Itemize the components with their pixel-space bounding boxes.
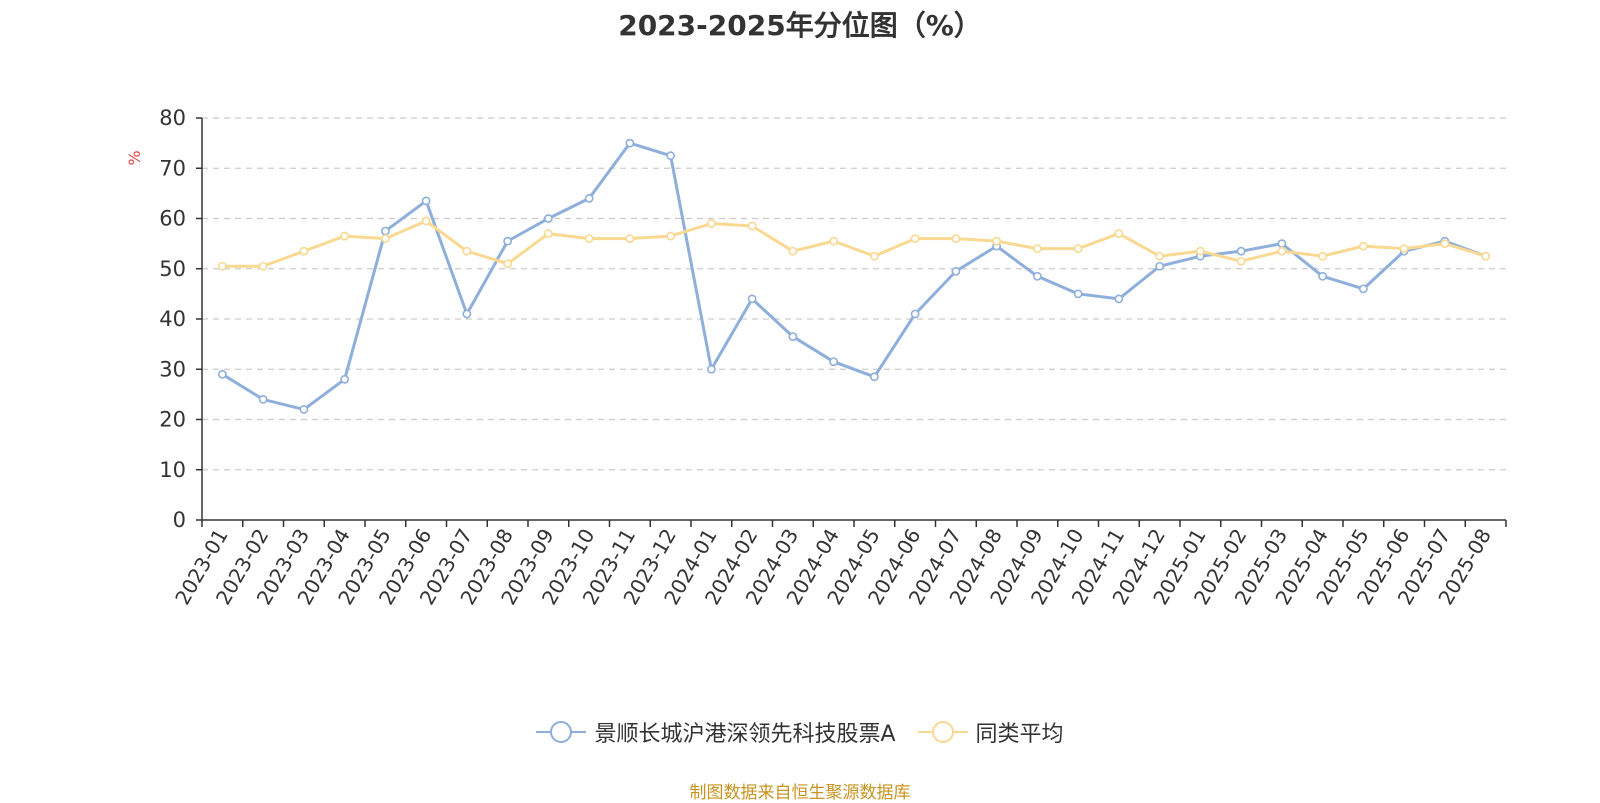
data-point	[706, 219, 716, 228]
data-point	[421, 216, 431, 226]
data-point	[1277, 246, 1287, 256]
data-point	[706, 364, 716, 374]
data-point	[258, 394, 268, 404]
x-axis: 2023-012023-022023-032023-042023-052023-…	[170, 519, 1507, 609]
y-axis-unit-label: %	[125, 150, 144, 165]
data-point	[1481, 251, 1491, 261]
y-tick-label: 70	[159, 156, 186, 180]
legend-swatch-series-a-icon	[536, 721, 587, 743]
data-point	[299, 405, 309, 414]
data-point	[1155, 261, 1165, 271]
grid-lines	[202, 117, 1506, 471]
data-point	[747, 221, 757, 231]
data-point	[503, 259, 513, 269]
series-layer	[217, 138, 1491, 414]
data-point	[1155, 251, 1165, 261]
data-point	[1114, 294, 1124, 304]
data-point	[910, 234, 920, 243]
data-point	[1358, 284, 1368, 294]
data-point	[1318, 251, 1328, 261]
data-point	[829, 236, 839, 246]
data-point	[584, 234, 594, 243]
data-point	[1358, 241, 1368, 251]
legend-item-series-a[interactable]: 景顺长城沪港深领先科技股票A	[536, 716, 896, 748]
data-point	[666, 231, 676, 241]
data-point	[217, 369, 227, 379]
series-line	[222, 219, 1487, 268]
data-point	[340, 374, 350, 384]
data-point	[666, 151, 676, 161]
data-point	[992, 236, 1002, 246]
data-point	[421, 196, 431, 206]
data-point	[1032, 271, 1042, 281]
data-point	[380, 226, 390, 236]
legend-label-series-b: 同类平均	[975, 722, 1064, 747]
line-chart: 0 10 20 30 40 50 60 70 80 2023-012023-022023-032…	[125, 106, 1507, 609]
data-point	[1073, 289, 1083, 299]
data-source-note: 制图数据来自恒生聚源数据库	[689, 783, 911, 803]
data-point	[788, 246, 798, 256]
y-tick-label: 80	[159, 106, 186, 130]
data-point	[258, 261, 268, 271]
data-point	[543, 229, 553, 238]
y-tick-label: 50	[159, 257, 186, 281]
data-point	[829, 357, 839, 367]
data-point	[951, 266, 961, 276]
y-tick-label: 60	[159, 207, 186, 231]
data-point	[1236, 246, 1246, 256]
y-tick-label: 30	[159, 357, 186, 381]
data-point	[625, 138, 635, 148]
data-point	[1399, 244, 1409, 254]
data-point	[1440, 239, 1450, 249]
data-point	[747, 294, 757, 304]
legend-label-series-a: 景顺长城沪港深领先科技股票A	[594, 722, 896, 747]
y-tick-label: 20	[159, 408, 186, 432]
y-tick-label: 0	[173, 508, 186, 532]
data-point	[462, 309, 472, 319]
data-point	[951, 234, 961, 243]
data-point	[380, 234, 390, 243]
data-point	[869, 251, 879, 261]
data-point	[1114, 229, 1124, 238]
data-point	[1195, 246, 1205, 256]
legend-item-series-b[interactable]: 同类平均	[917, 716, 1064, 748]
data-point	[340, 231, 350, 241]
data-point	[503, 236, 513, 246]
data-point	[1073, 244, 1083, 254]
legend: 景顺长城沪港深领先科技股票A 同类平均	[0, 716, 1600, 748]
data-point	[217, 261, 227, 271]
data-point	[625, 234, 635, 243]
series-a	[217, 138, 1491, 414]
data-point	[869, 372, 879, 382]
y-axis: 0 10 20 30 40 50 60 70 80	[159, 106, 203, 532]
data-point	[1318, 271, 1328, 281]
y-tick-label: 10	[159, 458, 186, 482]
data-point	[584, 193, 594, 203]
series-line	[221, 141, 1487, 411]
data-point	[1277, 239, 1287, 249]
data-point	[910, 309, 920, 319]
data-point	[543, 214, 553, 223]
y-tick-label: 40	[159, 307, 186, 331]
series-b	[217, 216, 1491, 271]
data-point	[1236, 256, 1246, 266]
data-point	[299, 246, 309, 256]
legend-swatch-series-b-icon	[917, 721, 968, 743]
data-point	[788, 332, 798, 341]
data-point	[462, 246, 472, 256]
chart-title: 2023-2025年分位图（%）	[618, 9, 982, 42]
data-point	[1032, 244, 1042, 254]
